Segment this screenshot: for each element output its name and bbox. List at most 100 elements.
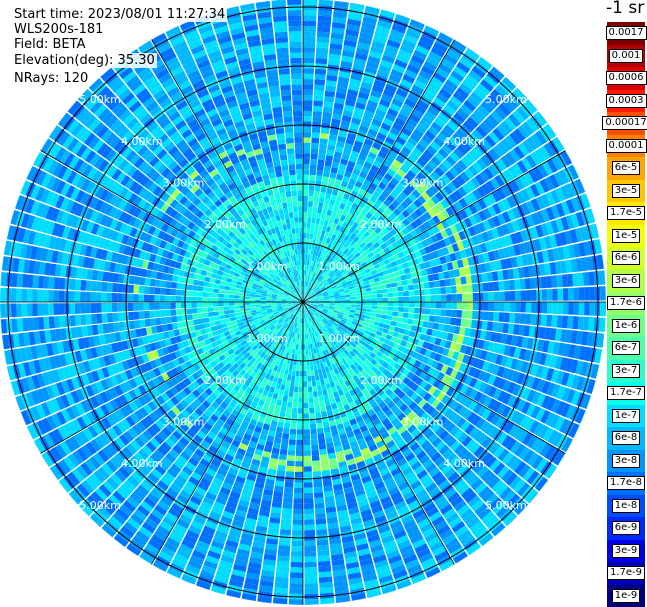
range-gate-cell [335, 195, 343, 203]
range-gate-cell [368, 94, 380, 104]
range-gate-cell [311, 217, 316, 224]
range-gate-cell [373, 113, 385, 123]
range-gate-cell [574, 178, 585, 194]
range-gate-cell [503, 312, 510, 323]
range-gate-cell [458, 267, 466, 277]
range-gate-cell [322, 253, 327, 260]
range-gate-cell [303, 333, 305, 340]
range-gate-cell [369, 282, 376, 288]
range-gate-cell [311, 244, 315, 251]
range-gate-cell [303, 370, 307, 377]
range-gate-cell [380, 242, 388, 250]
range-gate-cell [560, 329, 568, 343]
range-gate-cell [496, 187, 506, 200]
range-gate-cell [521, 157, 533, 171]
range-gate-cell [348, 155, 358, 163]
range-gate-cell [448, 325, 456, 334]
range-gate-cell [444, 227, 454, 237]
range-gate-cell [321, 265, 326, 271]
range-gate-cell [303, 482, 313, 488]
range-gate-cell [331, 285, 337, 289]
range-gate-cell [545, 191, 556, 206]
range-gate-cell [461, 239, 470, 249]
range-gate-cell [350, 306, 356, 311]
range-gate-cell [573, 302, 580, 316]
range-gate-cell [515, 191, 526, 204]
range-gate-cell [409, 302, 415, 308]
range-gate-cell [516, 106, 530, 121]
range-gate-cell [314, 279, 319, 285]
range-gate-cell [328, 306, 335, 309]
range-gate-cell [331, 222, 338, 230]
range-gate-cell [434, 280, 441, 288]
range-gate-cell [313, 255, 318, 262]
range-gate-cell [567, 273, 574, 287]
range-gate-cell [307, 254, 311, 261]
range-gate-cell [541, 302, 548, 314]
range-gate-cell [438, 239, 447, 248]
range-gate-cell [422, 90, 435, 101]
range-gate-cell [308, 300, 314, 302]
range-gate-cell [459, 209, 469, 220]
range-gate-cell [318, 283, 323, 288]
range-gate-cell [505, 95, 520, 110]
range-gate-cell [340, 280, 347, 285]
range-gate-cell [446, 294, 452, 302]
range-gate-cell [328, 280, 335, 285]
range-gate-cell [584, 286, 590, 301]
range-gate-cell [317, 202, 324, 209]
range-gate-cell [356, 193, 364, 201]
range-gate-cell [358, 248, 365, 255]
range-gate-cell [459, 171, 470, 183]
range-gate-cell [312, 260, 316, 267]
range-gate-cell [312, 111, 322, 118]
range-gate-cell [375, 267, 383, 274]
range-gate-cell [512, 163, 524, 177]
range-gate-cell [337, 286, 344, 291]
range-gate-cell [303, 392, 309, 398]
range-gate-cell [373, 263, 381, 270]
range-gate-cell [320, 186, 327, 193]
range-gate-cell [303, 137, 311, 143]
range-gate-cell [317, 268, 322, 275]
range-gate-cell [320, 258, 325, 265]
range-gate-cell [350, 150, 360, 158]
range-gate-cell [565, 329, 573, 343]
range-gate-cell [366, 60, 379, 70]
range-gate-cell [456, 285, 463, 294]
range-gate-cell [292, 519, 303, 526]
range-gate-cell [303, 153, 311, 159]
range-gate-cell [459, 249, 467, 259]
range-gate-cell [487, 92, 501, 106]
range-gate-cell [454, 200, 464, 211]
range-gate-cell [393, 270, 401, 277]
range-gate-cell [306, 287, 310, 293]
range-gate-cell [336, 140, 345, 148]
range-gate-cell [277, 464, 286, 471]
range-gate-cell [443, 237, 452, 247]
range-gate-cell [389, 211, 398, 220]
range-gate-cell [583, 346, 592, 362]
range-gate-cell [332, 286, 338, 291]
range-gate-cell [307, 206, 313, 213]
range-gate-cell [449, 166, 460, 178]
range-gate-cell [347, 270, 354, 276]
range-gate-cell [290, 423, 297, 430]
range-gate-cell [315, 250, 320, 257]
range-gate-cell [547, 341, 555, 354]
range-gate-cell [507, 166, 519, 179]
range-gate-cell [444, 254, 452, 263]
range-gate-cell [463, 217, 473, 228]
range-gate-cell [358, 267, 365, 273]
range-gate-cell [303, 429, 310, 435]
range-gate-cell [303, 291, 306, 297]
range-gate-cell [349, 288, 355, 292]
range-gate-cell [331, 118, 341, 126]
range-gate-cell [552, 341, 560, 355]
range-gate-cell [371, 40, 386, 50]
range-gate-cell [322, 291, 328, 295]
range-gate-cell [329, 172, 337, 179]
range-gate-cell [324, 254, 330, 261]
range-gate-cell [300, 355, 303, 361]
range-gate-cell [358, 125, 369, 134]
